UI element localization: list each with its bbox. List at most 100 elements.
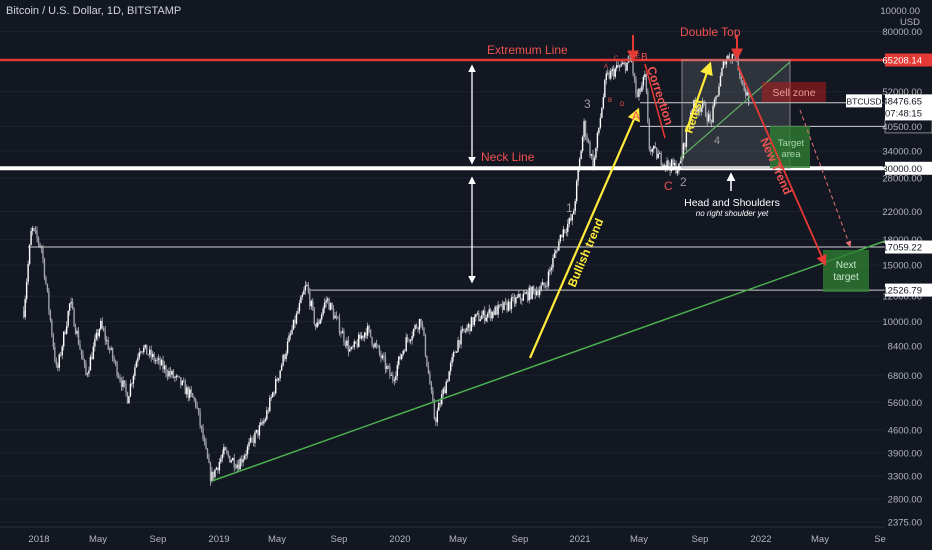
candle-body [672,159,674,166]
candle-body [260,422,262,426]
candle-body [326,298,329,301]
candle-body [427,366,430,374]
sell-zone-box [762,82,826,102]
candle-body [323,302,326,309]
time-tick-label: May [268,534,286,545]
candle-body [199,412,201,426]
candle-body [89,356,92,371]
candle-body [518,293,520,298]
candle-body [463,328,465,331]
sell-zone-label: Sell zone [772,87,815,99]
candle-body [163,365,166,370]
price-tick-label: 34000.00 [882,146,922,157]
candle-body [661,165,664,168]
candle-body [374,343,376,348]
candle-body [218,462,221,471]
candle-body [436,410,439,423]
candle-body [586,135,588,141]
candle-body [193,397,195,400]
currency-label[interactable]: 10000.00 USD [880,6,920,28]
candle-body [409,340,412,342]
candle-body [650,149,652,152]
sub-b-label: B [608,98,612,104]
candle-body [472,317,474,325]
candle-body [654,146,656,148]
no-right-shoulder-label: no right shoulder yet [696,209,769,218]
candle-body [587,140,590,143]
price-tick-label: 52000.00 [882,87,922,98]
candle-body [111,348,114,359]
candle-body [580,150,582,160]
candle-body [200,425,203,428]
price-axis[interactable]: 80000.00 52000.00 40500.00 34000.00 28000.00… [846,0,932,550]
candle-body [564,229,566,232]
candle-body [497,304,499,315]
candle-body [737,54,739,70]
candle-body [301,294,304,297]
candle-body [116,362,118,376]
candle-body [36,230,38,238]
candle-body [709,113,711,121]
candle-body [734,55,737,59]
candle-body [446,381,449,382]
candle-body [515,297,517,304]
candle-body [432,390,434,401]
candle-body [206,448,209,459]
candle-body [509,301,511,310]
candle-body [189,389,191,398]
candle-body [237,464,240,470]
candle-body [613,69,615,77]
candle-body [457,340,459,352]
new-trend-arrow [737,65,827,266]
price-tick-label: 4600.00 [888,425,922,436]
time-axis[interactable]: 2018 May Sep 2019 May Sep 2020 May Sep 2021 May Sep… [0,526,932,550]
candle-body [180,377,182,386]
candle-body [481,315,483,320]
candle-body [513,297,516,304]
candle-body [633,73,636,79]
candle-body [561,234,563,238]
time-tick-label: Sep [331,534,348,545]
candle-body [343,331,345,343]
candle-body [101,320,103,329]
candle-body [77,331,80,345]
candle-body [590,154,593,156]
candle-body [46,283,49,292]
candle-body [368,325,370,330]
candle-body [485,317,487,321]
candle-body [503,301,505,310]
candle-body [532,286,535,290]
candle-body [398,356,400,366]
grid [0,31,885,523]
candle-body [623,62,625,64]
candle-body [202,427,204,440]
candle-body [27,263,29,283]
candle-body [232,458,234,461]
candle-body [424,335,427,356]
candle-body [684,143,686,147]
candle-body [716,95,719,97]
candle-body [718,86,720,96]
time-tick-label: 2021 [569,534,590,545]
time-tick-label: 2018 [28,534,49,545]
price-level-tag-text: 65208.14 [882,56,922,67]
candle-body [421,324,424,328]
candle-body [537,291,539,296]
candle-body [530,287,532,299]
candle-body [438,403,440,411]
candle-body [205,441,207,449]
candle-body [555,250,557,254]
candle-body [682,143,685,158]
time-tick-label: May [89,534,107,545]
candle-body [240,458,243,463]
candle-body [460,330,462,345]
retest-arrow [684,61,713,133]
candle-body [347,340,350,352]
candle-body [651,149,653,152]
candle-body [187,387,189,398]
candle-body [306,284,308,286]
candle-body [110,348,112,350]
candle-body [60,354,62,356]
